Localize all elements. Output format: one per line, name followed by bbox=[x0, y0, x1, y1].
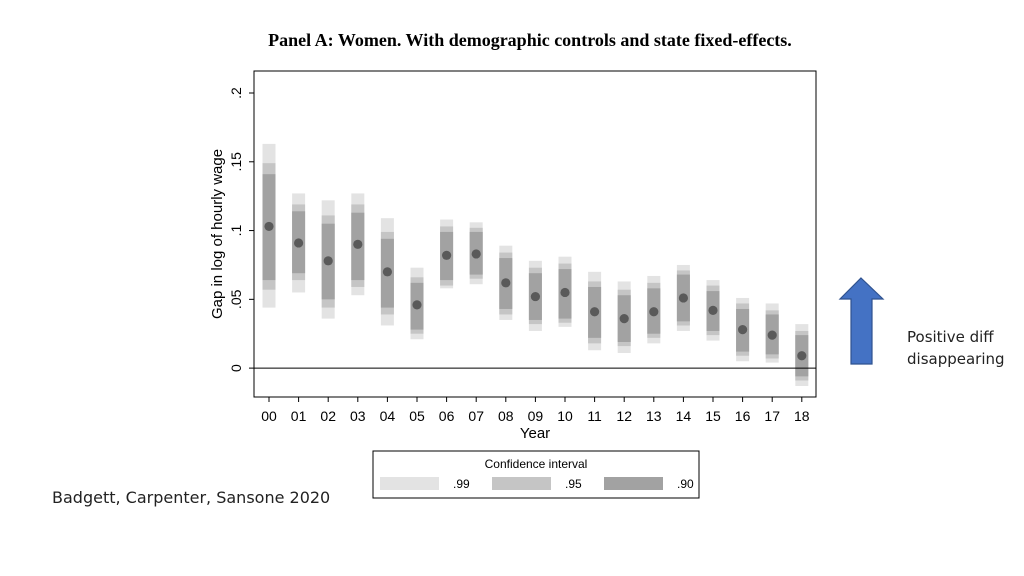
x-tick-label: 05 bbox=[409, 408, 425, 424]
x-tick-label: 09 bbox=[528, 408, 544, 424]
up-arrow-icon bbox=[838, 277, 885, 365]
citation: Badgett, Carpenter, Sansone 2020 bbox=[52, 488, 331, 507]
point-14 bbox=[678, 293, 689, 303]
x-tick-label: 11 bbox=[587, 408, 602, 424]
x-tick-label: 00 bbox=[261, 408, 277, 424]
point-02 bbox=[323, 256, 333, 266]
y-axis: 0 .05 .1 .15 .2 bbox=[228, 87, 254, 372]
x-axis-label: Year bbox=[520, 425, 550, 442]
x-tick-label: 04 bbox=[380, 408, 396, 424]
x-axis: 00 01 02 03 04 05 06 07 08 09 10 11 12 13 14 15 16 17 18 bbox=[261, 397, 810, 424]
point-12 bbox=[619, 313, 629, 324]
x-tick-label: 08 bbox=[498, 408, 514, 424]
point-10 bbox=[560, 287, 570, 298]
x-tick-label: 03 bbox=[350, 408, 366, 424]
point-13 bbox=[649, 307, 659, 317]
point-09 bbox=[530, 291, 541, 302]
legend-label: .99 bbox=[453, 477, 470, 491]
y-tick-label: .2 bbox=[228, 87, 244, 99]
y-tick-label: 0 bbox=[228, 364, 244, 372]
x-tick-label: 07 bbox=[468, 408, 484, 424]
point-00 bbox=[264, 221, 274, 232]
x-tick-label: 02 bbox=[320, 408, 336, 424]
chart-title: Panel A: Women. With demographic control… bbox=[268, 30, 792, 50]
annotation: Positive diff disappearing bbox=[907, 326, 1005, 370]
point-06 bbox=[442, 250, 452, 260]
point-16 bbox=[738, 324, 748, 335]
x-tick-label: 10 bbox=[557, 408, 573, 424]
point-07 bbox=[471, 249, 481, 259]
y-tick-label: .1 bbox=[228, 225, 244, 237]
x-tick-label: 14 bbox=[676, 408, 692, 424]
point-18 bbox=[797, 351, 807, 361]
point-05 bbox=[412, 300, 422, 310]
point-15 bbox=[708, 305, 718, 315]
x-tick-label: 13 bbox=[646, 408, 662, 424]
point-11 bbox=[590, 307, 600, 317]
point-03 bbox=[353, 239, 363, 249]
x-tick-label: 12 bbox=[616, 408, 632, 424]
x-tick-label: 17 bbox=[764, 408, 780, 424]
x-tick-label: 16 bbox=[735, 408, 751, 424]
legend-box bbox=[372, 450, 700, 499]
annotation-line1: Positive diff bbox=[907, 328, 994, 346]
point-estimates bbox=[264, 221, 807, 361]
ci-bands bbox=[262, 143, 809, 386]
point-04 bbox=[382, 267, 392, 277]
y-tick-label: .05 bbox=[228, 289, 244, 309]
legend-label: .95 bbox=[565, 477, 582, 491]
x-tick-label: 01 bbox=[291, 408, 307, 424]
point-17 bbox=[767, 330, 777, 340]
plot-frame bbox=[253, 70, 817, 398]
point-08 bbox=[501, 278, 511, 288]
x-tick-label: 15 bbox=[705, 408, 721, 424]
point-01 bbox=[294, 238, 304, 248]
x-tick-label: 06 bbox=[439, 408, 455, 424]
y-axis-label: Gap in log of hourly wage bbox=[209, 149, 226, 319]
x-tick-label: 18 bbox=[794, 408, 810, 424]
legend-label: .90 bbox=[677, 477, 694, 491]
legend: Confidence interval .99 .95 .90 bbox=[372, 450, 700, 499]
y-tick-label: .15 bbox=[228, 152, 244, 172]
legend-swatch-90 bbox=[604, 477, 663, 490]
legend-swatch-99 bbox=[380, 477, 439, 490]
legend-swatch-95 bbox=[492, 477, 551, 490]
legend-title: Confidence interval bbox=[485, 457, 588, 471]
annotation-line2: disappearing bbox=[907, 350, 1005, 368]
